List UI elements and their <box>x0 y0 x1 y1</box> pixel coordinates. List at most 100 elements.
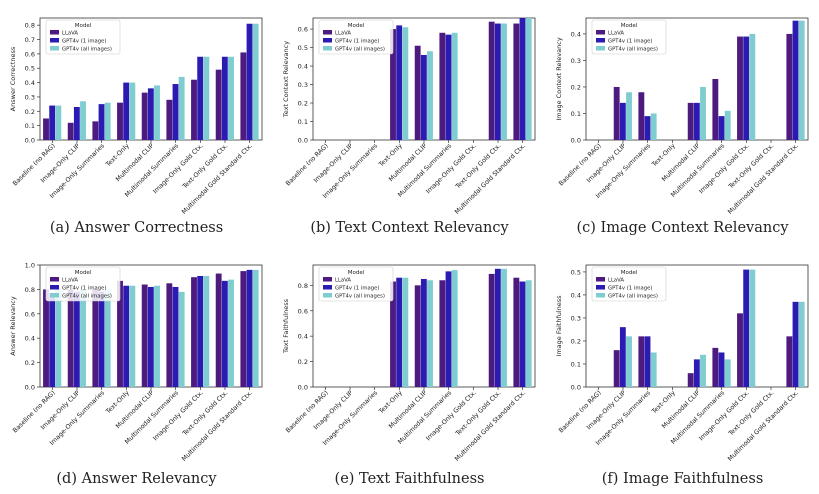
legend-label: GPT4v (all images) <box>608 46 658 52</box>
bar <box>147 88 154 140</box>
bar <box>712 79 719 140</box>
panel-answer-relevancy: 0.0 0.2 0.4 0.6 0.8 1.0 Answer Relevancy Baseli… <box>0 247 273 494</box>
x-tick-label: Baseline (no RAG) <box>558 389 603 434</box>
legend-label: GPT4v (all images) <box>62 46 112 52</box>
bar <box>445 34 452 140</box>
bar <box>73 106 80 140</box>
legend-swatch <box>596 30 605 35</box>
legend-swatch <box>50 285 59 290</box>
bar <box>129 82 136 140</box>
y-tick-label: 0.4 <box>25 335 35 343</box>
bar <box>246 23 253 140</box>
chart-answer-correctness: 0.0 0.1 0.2 0.3 0.4 0.5 0.6 0.7 0.8 Answer Correc… <box>9 17 263 216</box>
bar <box>501 23 507 140</box>
bar <box>221 280 228 387</box>
legend-swatch <box>323 38 332 43</box>
y-tick-label: 0.4 <box>25 79 35 87</box>
legend-label: GPT4v (1 image) <box>62 38 106 44</box>
y-tick-label: 0.0 <box>298 384 308 392</box>
bar <box>154 285 160 387</box>
y-tick-label: 0.8 <box>25 286 35 294</box>
bar <box>80 101 86 140</box>
bar <box>798 20 805 140</box>
bar <box>252 269 259 387</box>
bar <box>172 84 179 140</box>
bar <box>203 275 210 387</box>
y-tick-label: 0.6 <box>25 310 35 318</box>
y-tick-label: 0.3 <box>25 93 35 101</box>
bar <box>390 29 396 140</box>
bar <box>700 354 706 387</box>
chart-caption: (a) Answer Correctness <box>49 220 224 236</box>
bar <box>712 347 719 387</box>
legend-label: LLaVA <box>62 277 78 283</box>
bar <box>414 45 421 140</box>
bar <box>129 285 136 387</box>
y-tick-label: 0.4 <box>571 291 581 299</box>
chart-image-context-relevancy: 0.0 0.1 0.2 0.3 0.4 Image Context Relevancy Ba… <box>555 17 809 216</box>
y-tick-label: 0.2 <box>298 100 308 108</box>
bar <box>92 121 99 140</box>
bar <box>228 279 234 387</box>
bar <box>513 277 520 387</box>
legend-swatch <box>323 30 332 35</box>
chart-caption: (b) Text Context Relevancy <box>310 220 509 236</box>
x-tick-label: Text-Only Gold Ctx. <box>181 142 230 191</box>
bar <box>427 51 433 140</box>
chart-caption: (e) Text Faithfulness <box>334 471 485 487</box>
bar <box>197 275 204 387</box>
bar <box>49 293 56 387</box>
chart-caption: (c) Image Context Relevancy <box>576 220 789 236</box>
bar <box>141 92 148 140</box>
legend-swatch <box>50 30 59 35</box>
legend-swatch <box>50 46 59 51</box>
chart-image-faithfulness: 0.0 0.1 0.2 0.3 0.4 0.5 Image Faithfulness Base… <box>555 264 809 463</box>
y-tick-label: 0.6 <box>298 26 308 34</box>
bar <box>451 270 458 387</box>
y-tick-label: 0.2 <box>571 337 581 345</box>
bar <box>141 284 148 387</box>
bar <box>519 18 526 140</box>
bar <box>203 56 210 140</box>
bar <box>67 289 74 387</box>
legend <box>591 266 667 302</box>
x-tick-label: Text-Only Gold Ctx. <box>454 389 503 438</box>
y-tick-label: 0.1 <box>298 118 308 126</box>
y-axis-label: Answer Correctness <box>9 46 17 111</box>
bar <box>638 92 645 140</box>
bar <box>650 113 657 140</box>
bar <box>792 20 799 140</box>
bar <box>501 268 507 387</box>
bar <box>92 289 99 387</box>
bar <box>650 352 657 387</box>
legend-label: LLaVA <box>335 277 351 283</box>
legend <box>45 19 121 55</box>
x-tick-label: Baseline (no RAG) <box>12 389 57 434</box>
legend <box>318 266 394 302</box>
bar <box>626 92 632 140</box>
bar <box>197 56 204 140</box>
bar <box>166 99 173 140</box>
bar <box>439 280 446 387</box>
bar <box>488 21 495 141</box>
legend-label: GPT4v (1 image) <box>62 285 106 291</box>
legend-title: Model <box>621 23 638 29</box>
legend-swatch <box>596 46 605 51</box>
legend-label: GPT4v (all images) <box>335 293 385 299</box>
y-tick-label: 1.0 <box>25 262 35 270</box>
bar <box>73 291 80 387</box>
bar <box>638 336 645 387</box>
y-tick-label: 0.3 <box>571 57 581 65</box>
chart-text-faithfulness: 0.0 0.2 0.4 0.6 0.8 Text Faithfulness Baseline… <box>282 264 536 463</box>
panel-text-faithfulness: 0.0 0.2 0.4 0.6 0.8 Text Faithfulness Baseline… <box>273 247 546 494</box>
y-tick-label: 0.4 <box>571 30 581 38</box>
legend-label: GPT4v (all images) <box>335 46 385 52</box>
legend-label: LLaVA <box>608 30 624 36</box>
x-tick-label: Baseline (no RAG) <box>558 142 603 187</box>
bar <box>191 277 197 387</box>
legend-swatch <box>323 46 332 51</box>
bar <box>252 23 259 140</box>
bar <box>525 18 532 140</box>
bar <box>178 76 185 140</box>
bar <box>123 285 130 387</box>
